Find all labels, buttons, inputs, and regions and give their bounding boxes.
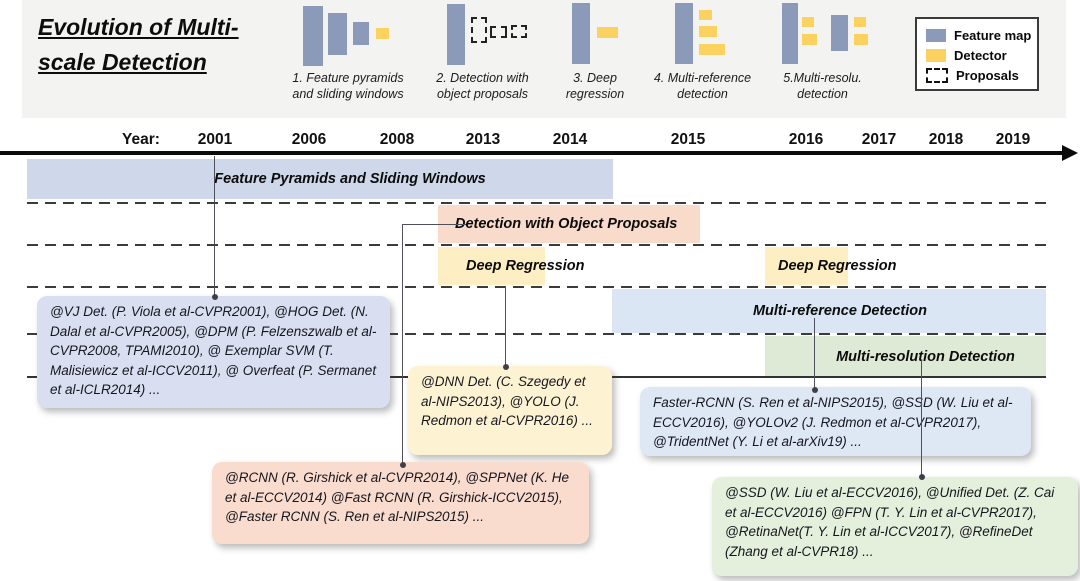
feature-map-bar-icon xyxy=(353,22,369,45)
notebox-deep-regression-detectors: @DNN Det. (C. Szegedy et al-NIPS2013), @… xyxy=(408,366,612,455)
band-label: Multi-resolution Detection xyxy=(836,348,1015,365)
legend-item-feature-map: Feature map xyxy=(926,25,1037,45)
year-tick: 2013 xyxy=(465,131,501,148)
band-label: Deep Regression xyxy=(466,258,585,274)
proposal-box-icon xyxy=(490,26,507,38)
detector-square-icon xyxy=(854,17,866,27)
proposals-swatch-icon xyxy=(926,67,948,83)
stage-2-label: 2. Detection with object proposals xyxy=(436,71,529,102)
band-label: Feature Pyramids and Sliding Windows xyxy=(214,171,486,187)
feature-map-bar-icon xyxy=(447,4,465,65)
dashed-separator xyxy=(27,202,1046,204)
year-tick: 2006 xyxy=(291,131,327,148)
stage-4-label: 4. Multi-reference detection xyxy=(653,71,752,102)
header-strip xyxy=(22,0,1066,118)
feature-map-bar-icon xyxy=(782,3,798,64)
band-object-proposals: Detection with Object Proposals xyxy=(438,205,700,243)
connector-deep-regression-to-dnn-box xyxy=(505,286,507,367)
year-tick: 2018 xyxy=(928,131,964,148)
feature-map-bar-icon xyxy=(831,15,848,51)
band-label: Detection with Object Proposals xyxy=(455,216,678,232)
stage-1-label: 1. Feature pyramids and sliding windows xyxy=(292,71,404,102)
connector-proposals-elbow xyxy=(402,224,466,226)
year-tick: 2017 xyxy=(861,131,897,148)
detector-square-icon xyxy=(376,28,389,39)
detector-square-icon xyxy=(699,26,717,37)
connector-multi-reference-to-box xyxy=(814,318,816,390)
band-multi-resolution: Multi-resolution Detection xyxy=(765,336,1046,377)
feature-map-bar-icon xyxy=(303,6,323,66)
band-feature-pyramids: Feature Pyramids and Sliding Windows xyxy=(27,159,613,199)
proposal-box-icon xyxy=(511,25,527,38)
connector-proposals-to-rcnn-box xyxy=(402,224,404,465)
detector-square-icon xyxy=(699,10,712,20)
timeline-arrow-icon xyxy=(1062,145,1078,161)
legend-label: Proposals xyxy=(956,67,1019,83)
band-deep-regression-right: Deep Regression xyxy=(765,247,896,285)
year-tick: 2016 xyxy=(788,131,824,148)
legend: Feature map Detector Proposals xyxy=(915,17,1039,91)
notebox-sliding-window-detectors: @VJ Det. (P. Viola et al-CVPR2001), @HOG… xyxy=(37,296,390,408)
legend-label: Detector xyxy=(954,47,1007,63)
proposal-box-icon xyxy=(471,17,487,43)
detector-square-icon xyxy=(699,44,725,55)
stage-5-label: 5.Multi-resolu. detection xyxy=(783,71,862,102)
year-tick: 2015 xyxy=(670,131,706,148)
detector-square-icon xyxy=(597,27,618,38)
feature-map-swatch-icon xyxy=(926,28,946,42)
notebox-proposal-detectors: @RCNN (R. Girshick et al-CVPR2014), @SPP… xyxy=(212,462,589,544)
legend-item-detector: Detector xyxy=(926,45,1037,65)
feature-map-bar-icon xyxy=(572,3,590,64)
notebox-multi-reference-detectors: Faster-RCNN (S. Ren et al-NIPS2015), @SS… xyxy=(640,387,1031,456)
detector-square-icon xyxy=(854,34,868,45)
connector-endpoint-dot xyxy=(812,387,818,393)
year-tick: 2001 xyxy=(197,131,233,148)
dashed-separator xyxy=(27,286,1046,288)
connector-endpoint-dot xyxy=(400,462,406,468)
year-tick: 2014 xyxy=(552,131,588,148)
band-label: Deep Regression xyxy=(778,258,897,274)
stage-3-label: 3. Deep regression xyxy=(565,71,625,102)
year-tick: 2008 xyxy=(379,131,415,148)
year-tick: 2019 xyxy=(995,131,1031,148)
connector-multi-resolution-to-box xyxy=(921,360,923,477)
legend-label: Feature map xyxy=(954,27,1032,43)
year-axis-title: Year: xyxy=(122,131,160,148)
connector-endpoint-dot xyxy=(919,474,925,480)
dashed-separator xyxy=(27,244,1046,246)
detector-square-icon xyxy=(802,17,814,27)
dashed-separator xyxy=(27,333,1046,335)
feature-map-bar-icon xyxy=(328,13,347,55)
figure-title: Evolution of Multi- scale Detection xyxy=(38,14,239,75)
connector-endpoint-dot xyxy=(212,294,218,300)
notebox-multi-resolution-detectors: @SSD (W. Liu et al-ECCV2016), @Unified D… xyxy=(712,477,1078,576)
legend-item-proposals: Proposals xyxy=(926,65,1037,85)
feature-map-bar-icon xyxy=(675,3,693,64)
timeline-axis xyxy=(0,151,1064,155)
band-label: Multi-reference Detection xyxy=(752,303,928,319)
detector-square-icon xyxy=(802,34,817,45)
band-multi-reference: Multi-reference Detection xyxy=(612,289,1046,333)
detector-swatch-icon xyxy=(926,48,946,62)
connector-endpoint-dot xyxy=(503,364,509,370)
band-deep-regression-left: Deep Regression xyxy=(438,247,584,285)
connector-2001-to-vj-box xyxy=(214,156,216,297)
